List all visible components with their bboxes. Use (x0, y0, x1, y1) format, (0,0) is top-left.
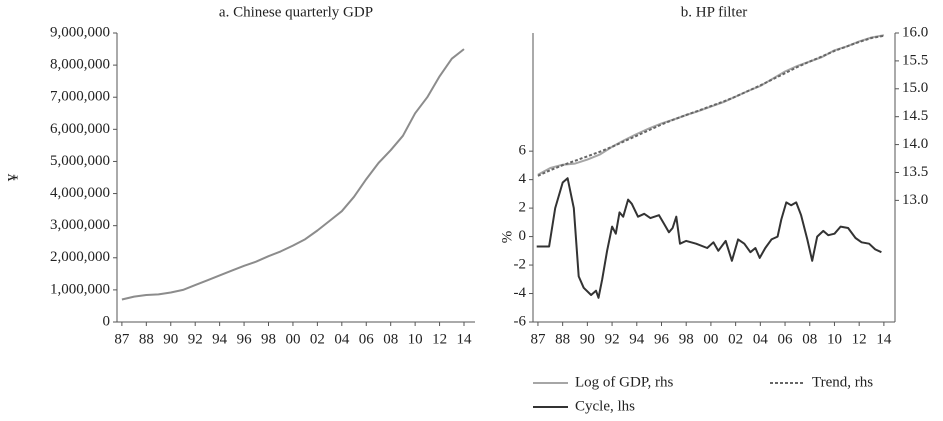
y-tick-label: 4,000,000 (50, 185, 110, 201)
y-axis-label: % (499, 231, 515, 244)
x-tick-label: 12 (852, 331, 867, 347)
y-tick-label: 6,000,000 (50, 121, 110, 137)
x-tick-label: 88 (555, 331, 570, 347)
x-tick-label: 96 (237, 331, 253, 347)
y-tick-label: 0 (103, 313, 111, 329)
y-tick-label: -2 (514, 256, 527, 272)
y-tick-label: 2,000,000 (50, 249, 110, 265)
x-tick-label: 94 (212, 331, 228, 347)
x-tick-label: 94 (629, 331, 645, 347)
x-tick-label: 00 (703, 331, 718, 347)
data-line (121, 48, 465, 301)
x-tick-label: 98 (261, 331, 276, 347)
y-tick-label: 7,000,000 (50, 89, 110, 105)
chart-title: a. Chinese quarterly GDP (219, 4, 373, 20)
x-tick-label: 02 (310, 331, 325, 347)
x-tick-label: 04 (334, 331, 350, 347)
x-tick-label: 08 (802, 331, 817, 347)
y-tick-label: 1,000,000 (50, 281, 110, 297)
y-tick-label: 2 (519, 200, 527, 216)
y2-tick-label: 13.5 (902, 164, 928, 180)
x-tick-label: 87 (114, 331, 130, 347)
y2-tick-label: 14.0 (902, 136, 928, 152)
series-line (536, 177, 882, 299)
x-tick-label: 92 (605, 331, 620, 347)
y2-tick-label: 15.5 (902, 52, 928, 68)
x-tick-label: 96 (654, 331, 670, 347)
legend-label: Cycle, lhs (575, 398, 635, 414)
chart-title: b. HP filter (681, 4, 748, 20)
x-tick-label: 90 (580, 331, 595, 347)
y-tick-label: 9,000,000 (50, 24, 110, 40)
x-tick-label: 06 (778, 331, 794, 347)
x-tick-label: 12 (432, 331, 447, 347)
y-tick-label: 3,000,000 (50, 217, 110, 233)
x-tick-label: 10 (827, 331, 842, 347)
y-tick-label: 0 (519, 228, 527, 244)
x-tick-label: 92 (188, 331, 203, 347)
y2-tick-label: 14.5 (902, 108, 928, 124)
x-tick-label: 02 (728, 331, 743, 347)
y2-tick-label: 15.0 (902, 80, 928, 96)
x-tick-label: 04 (753, 331, 769, 347)
x-tick-label: 98 (679, 331, 694, 347)
series-line (537, 34, 885, 176)
y2-tick-label: 13.0 (902, 192, 928, 208)
x-tick-label: 14 (457, 331, 473, 347)
legend-label: Log of GDP, rhs (575, 374, 673, 390)
x-tick-label: 14 (876, 331, 892, 347)
x-tick-label: 87 (530, 331, 546, 347)
series-line (537, 34, 885, 177)
y-tick-label: 8,000,000 (50, 57, 110, 73)
y-tick-label: 5,000,000 (50, 153, 110, 169)
y-tick-label: 4 (519, 171, 527, 187)
y-tick-label: -6 (514, 313, 527, 329)
x-tick-label: 10 (408, 331, 423, 347)
y-axis-label: ¥ (5, 173, 21, 181)
x-tick-label: 00 (285, 331, 300, 347)
x-tick-label: 90 (163, 331, 178, 347)
y2-tick-label: 16.0 (902, 24, 928, 40)
y-tick-label: 6 (519, 143, 527, 159)
x-tick-label: 06 (359, 331, 375, 347)
y-tick-label: -4 (514, 285, 527, 301)
legend-label: Trend, rhs (812, 374, 873, 390)
x-tick-label: 08 (383, 331, 398, 347)
x-tick-label: 88 (139, 331, 154, 347)
